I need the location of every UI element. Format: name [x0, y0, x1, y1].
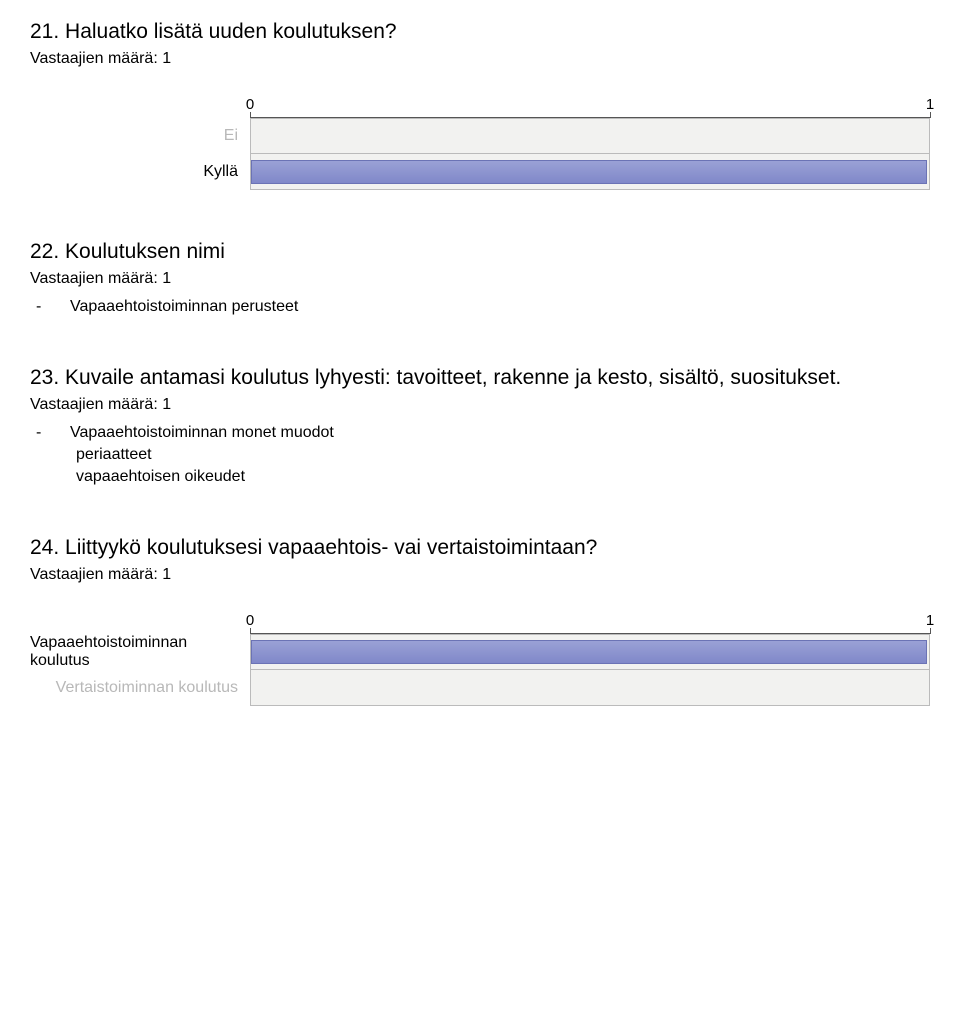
respondent-count: Vastaajien määrä: 1 [30, 270, 930, 288]
respondent-count: Vastaajien määrä: 1 [30, 50, 930, 68]
respondent-count: Vastaajien määrä: 1 [30, 566, 930, 584]
question-22: 22. Koulutuksen nimi Vastaajien määrä: 1… [30, 240, 930, 316]
question-21: 21. Haluatko lisätä uuden koulutuksen? V… [30, 20, 930, 190]
bar-row [250, 154, 930, 190]
bar-row [250, 634, 930, 670]
answer-text: Vapaaehtoistoiminnan perusteet [70, 298, 298, 316]
bullet-dash: - [30, 424, 70, 442]
bar-row [250, 118, 930, 154]
chart-q21: EiKyllä01 [30, 96, 930, 190]
category-label: Vertaistoiminnan koulutus [30, 670, 250, 706]
question-23: 23. Kuvaile antamasi koulutus lyhyesti: … [30, 366, 930, 486]
category-label: Kyllä [30, 154, 250, 190]
axis-tick-label: 0 [246, 612, 254, 629]
question-title: 22. Koulutuksen nimi [30, 240, 930, 264]
axis-tick-label: 0 [246, 96, 254, 113]
chart-q24: Vapaaehtoistoiminnan koulutusVertaistoim… [30, 612, 930, 706]
question-title: 24. Liittyykö koulutuksesi vapaaehtois- … [30, 536, 930, 560]
question-24: 24. Liittyykö koulutuksesi vapaaehtois- … [30, 536, 930, 706]
category-label: Ei [30, 118, 250, 154]
category-label: Vapaaehtoistoiminnan koulutus [30, 634, 250, 670]
answer-item: - Vapaaehtoistoiminnan monet muodot [30, 424, 930, 442]
answer-text: vapaaehtoisen oikeudet [30, 468, 930, 486]
bar-row [250, 670, 930, 706]
bar-fill [251, 640, 927, 664]
axis-tick-label: 1 [926, 612, 934, 629]
bullet-dash: - [30, 298, 70, 316]
question-title: 21. Haluatko lisätä uuden koulutuksen? [30, 20, 930, 44]
respondent-count: Vastaajien määrä: 1 [30, 396, 930, 414]
bar-fill [251, 160, 927, 184]
answer-item: - Vapaaehtoistoiminnan perusteet [30, 298, 930, 316]
answer-text: Vapaaehtoistoiminnan monet muodot [70, 424, 334, 442]
question-title: 23. Kuvaile antamasi koulutus lyhyesti: … [30, 366, 930, 390]
axis-tick-label: 1 [926, 96, 934, 113]
answer-text: periaatteet [30, 446, 930, 464]
